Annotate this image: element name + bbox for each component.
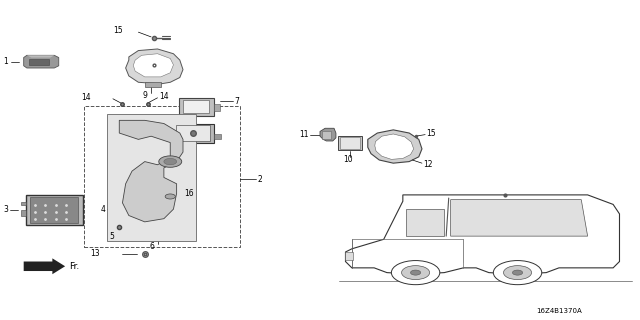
Text: 5: 5	[109, 232, 114, 241]
Text: 7: 7	[234, 97, 239, 106]
Text: 11: 11	[300, 130, 309, 139]
Bar	[322, 131, 332, 139]
Circle shape	[504, 266, 532, 280]
Circle shape	[493, 260, 541, 285]
Text: 12: 12	[423, 160, 433, 169]
Text: 2: 2	[257, 175, 262, 184]
Text: 9: 9	[142, 92, 147, 100]
Polygon shape	[346, 195, 620, 274]
Circle shape	[410, 270, 420, 275]
Bar	[338, 136, 362, 150]
Circle shape	[513, 270, 523, 275]
Bar	[30, 197, 79, 223]
Polygon shape	[133, 54, 173, 77]
Bar	[20, 203, 26, 205]
Text: 14: 14	[159, 92, 168, 101]
Bar	[340, 138, 360, 149]
Circle shape	[164, 158, 177, 165]
Polygon shape	[24, 258, 65, 274]
Polygon shape	[145, 82, 161, 87]
Bar	[29, 59, 49, 65]
Text: 4: 4	[100, 205, 105, 214]
Polygon shape	[320, 128, 336, 141]
Text: 10: 10	[344, 155, 353, 164]
Text: Fr.: Fr.	[70, 262, 80, 271]
Text: 8: 8	[188, 147, 193, 156]
Text: 16Z4B1370A: 16Z4B1370A	[537, 308, 582, 314]
Text: 6: 6	[150, 242, 155, 251]
Circle shape	[392, 260, 440, 285]
Bar	[406, 209, 444, 236]
Text: 1: 1	[3, 57, 8, 66]
Bar	[166, 134, 173, 139]
Bar	[346, 252, 353, 260]
Text: 15: 15	[113, 26, 122, 36]
Bar	[20, 210, 26, 216]
Polygon shape	[125, 49, 183, 84]
Polygon shape	[375, 134, 413, 159]
Text: 15: 15	[426, 129, 436, 138]
Text: 3: 3	[4, 205, 8, 214]
Circle shape	[401, 266, 429, 280]
Bar	[214, 105, 220, 111]
Polygon shape	[451, 200, 588, 236]
Bar	[84, 106, 241, 247]
Polygon shape	[27, 55, 54, 58]
Bar	[106, 114, 196, 241]
Bar	[26, 195, 83, 225]
Bar	[183, 100, 209, 113]
Text: 14: 14	[81, 93, 91, 102]
Polygon shape	[368, 130, 422, 163]
Circle shape	[159, 156, 182, 167]
Bar	[214, 134, 221, 139]
Text: 13: 13	[90, 249, 100, 258]
Bar	[176, 125, 210, 141]
Bar	[172, 124, 214, 142]
Polygon shape	[24, 55, 59, 68]
Circle shape	[165, 194, 175, 199]
Polygon shape	[119, 120, 183, 222]
Bar	[179, 98, 214, 116]
Text: 16: 16	[184, 189, 194, 198]
